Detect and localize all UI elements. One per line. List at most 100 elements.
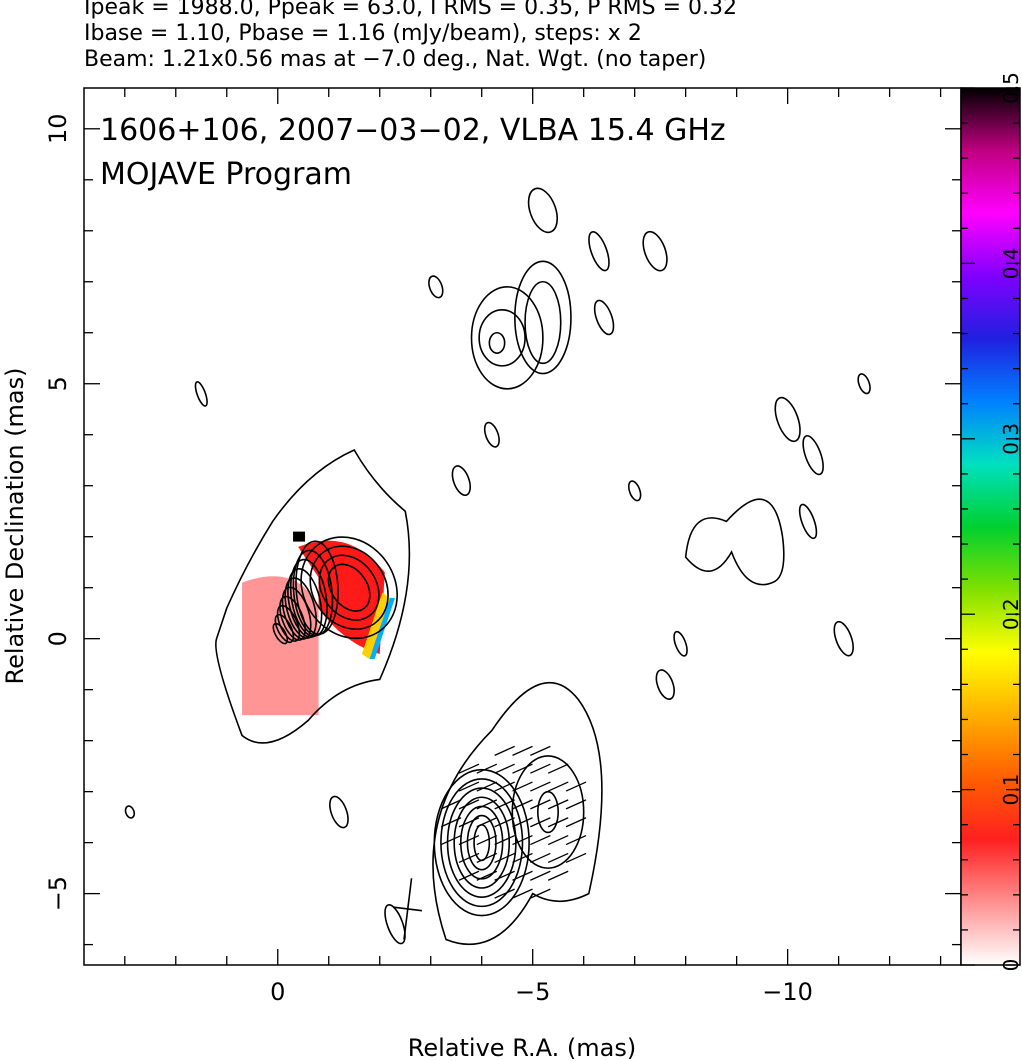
minor-contour xyxy=(798,503,818,540)
core-contour xyxy=(289,558,328,637)
minor-contour xyxy=(428,275,444,299)
pol-vector xyxy=(494,834,515,846)
x-tick-label: 0 xyxy=(270,978,285,1006)
colorbar-tick-label: 0.5 xyxy=(999,72,1022,104)
pol-vector xyxy=(547,799,569,810)
header-line-3: Beam: 1.21x0.56 mas at −7.0 deg., Nat. W… xyxy=(84,47,707,72)
core-contour xyxy=(292,549,334,636)
pol-vector xyxy=(530,781,551,792)
pol-vector xyxy=(476,763,498,774)
pol-vector xyxy=(440,817,462,828)
pol-vector xyxy=(565,834,587,846)
pol-vector xyxy=(476,817,498,828)
beam-cross xyxy=(393,878,423,940)
minor-contour xyxy=(833,620,854,657)
pol-vector xyxy=(512,799,533,810)
pol-vector xyxy=(494,799,515,810)
south-contour xyxy=(440,778,524,908)
minor-contour xyxy=(857,373,871,395)
jet-contour xyxy=(327,563,371,612)
minor-contour xyxy=(588,231,610,272)
minor-contour xyxy=(527,187,559,234)
core-contour xyxy=(284,577,318,639)
south-contour xyxy=(466,814,497,871)
polarization-vectors xyxy=(440,745,587,899)
x-axis-label: Relative R.A. (mas) xyxy=(408,1034,636,1061)
minor-contour xyxy=(627,480,642,502)
minor-contour xyxy=(655,669,675,700)
pol-vector xyxy=(494,817,515,828)
north-contour xyxy=(524,280,562,365)
pol-vector xyxy=(565,852,587,864)
colorbar-tick-label: 0.3 xyxy=(999,423,1022,455)
pol-vector xyxy=(458,781,480,792)
north-contour xyxy=(514,260,572,375)
pol-vector xyxy=(476,870,498,881)
pol-patch-jet xyxy=(298,540,385,654)
pol-vector xyxy=(547,834,569,846)
core-outer-contour xyxy=(215,448,411,744)
colorbar xyxy=(960,87,1021,966)
pol-vector xyxy=(547,781,569,792)
pol-vector xyxy=(547,763,569,774)
pol-vector xyxy=(440,834,462,846)
pol-vector xyxy=(512,870,533,881)
y-tick-label: 5 xyxy=(44,376,72,391)
minor-contour xyxy=(483,421,500,448)
pol-vector xyxy=(530,745,551,756)
pol-vector xyxy=(494,781,515,792)
pol-vector xyxy=(458,852,480,864)
south-outer-contour xyxy=(432,682,603,945)
header-line-2: Ibase = 1.10, Pbase = 1.16 (mJy/beam), s… xyxy=(84,21,642,46)
minor-contour xyxy=(384,904,406,945)
pol-vector xyxy=(530,888,551,899)
minor-contour xyxy=(593,299,615,336)
pol-vector xyxy=(565,799,587,810)
pol-vector xyxy=(512,817,533,828)
minor-contour xyxy=(124,805,136,819)
pol-vector xyxy=(458,834,480,846)
pol-vector xyxy=(494,852,515,864)
pol-vector xyxy=(458,763,480,774)
y-tick-label: 0 xyxy=(44,631,72,646)
colorbar-tick-label: 0.1 xyxy=(999,774,1022,806)
pol-vector xyxy=(512,745,533,756)
jet-contour xyxy=(309,545,389,630)
pol-vector xyxy=(476,781,498,792)
pol-vector xyxy=(565,781,587,792)
minor-contour xyxy=(642,230,668,272)
contour-layer xyxy=(124,187,871,945)
pol-vector xyxy=(494,763,515,774)
pol-edge-black xyxy=(293,531,306,542)
minor-contour xyxy=(673,630,688,657)
pol-vector xyxy=(512,781,533,792)
y-tick-label: −5 xyxy=(44,876,72,911)
colorbar-tick-label: 0.4 xyxy=(999,247,1022,279)
pol-vector xyxy=(547,852,569,864)
pol-vector xyxy=(530,799,551,810)
beam-minor-axis xyxy=(393,906,423,912)
core-contour xyxy=(295,540,339,635)
pol-vector xyxy=(530,870,551,881)
colorbar-tick-label: 0.2 xyxy=(999,598,1022,630)
x-tick-label: −10 xyxy=(762,978,813,1006)
chart-subtitle: MOJAVE Program xyxy=(100,157,352,192)
pol-vector xyxy=(512,852,533,864)
pol-vector xyxy=(458,817,480,828)
pol-vector xyxy=(547,817,569,828)
minor-contour xyxy=(802,434,824,476)
pol-vector xyxy=(476,834,498,846)
jet-contour xyxy=(318,554,380,621)
south-b-contour xyxy=(536,790,559,834)
core-contour xyxy=(279,595,306,641)
pol-vector xyxy=(530,852,551,864)
x-tick-label: −5 xyxy=(515,978,550,1006)
colorbar-tick-label: 0 xyxy=(999,959,1022,972)
axis-ticks xyxy=(84,88,961,965)
north-contour xyxy=(478,308,526,367)
north-contour xyxy=(470,286,544,390)
chart-title: 1606+106, 2007−03−02, VLBA 15.4 GHz xyxy=(100,113,726,148)
pol-vector xyxy=(476,852,498,864)
pol-vector xyxy=(494,745,515,756)
